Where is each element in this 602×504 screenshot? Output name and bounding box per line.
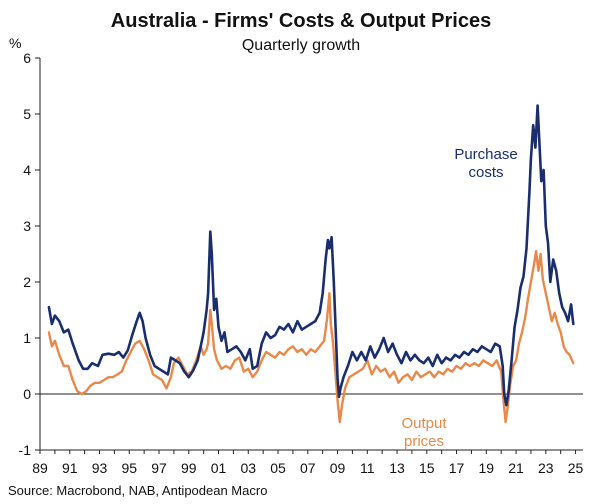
y-tick-label: 6 [23,50,31,66]
x-tick-label: 15 [419,460,435,476]
output-prices-line [47,250,575,424]
chart-subtitle: Quarterly growth [242,37,360,54]
x-tick-label: 23 [538,460,554,476]
x-tick-label: 01 [211,460,227,476]
x-tick-label: 25 [568,460,584,476]
y-tick-label: 4 [23,162,31,178]
x-tick-label: 93 [92,460,108,476]
y-tick-label: 2 [23,274,31,290]
series-lines [47,104,575,424]
x-tick-label: 21 [508,460,524,476]
x-tick-label: 91 [62,460,78,476]
purchase-costs-annotation: Purchase [454,146,517,163]
x-tick-label: 13 [389,460,405,476]
y-tick-label: 5 [23,106,31,122]
x-tick-label: 09 [330,460,346,476]
y-tick-label: 3 [23,218,31,234]
chart-title: Australia - Firms' Costs & Output Prices [111,10,491,32]
x-tick-label: 11 [360,460,375,476]
x-tick-label: 17 [449,460,465,476]
output-prices-annotation: prices [404,433,444,450]
x-tick-label: 99 [181,460,197,476]
y-axis: -1 0 1 2 3 4 5 6 [19,50,41,458]
x-tick-label: 07 [300,460,316,476]
x-tick-label: 05 [270,460,286,476]
purchase-costs-line [47,104,575,407]
x-tick-label: 97 [151,460,167,476]
x-tick-label: 19 [479,460,495,476]
y-axis-unit-label: % [9,35,21,51]
source-note: Source: Macrobond, NAB, Antipodean Macro [8,483,267,498]
y-tick-label: 1 [23,330,31,346]
purchase-costs-annotation: costs [468,164,503,181]
x-tick-label: 03 [240,460,256,476]
output-prices-annotation: Output [401,415,447,432]
x-axis: 89 91 93 95 97 99 01 03 05 07 09 11 13 15 17 19 21 23 25 [32,393,584,476]
x-tick-label: 89 [32,460,48,476]
x-tick-label: 95 [121,460,137,476]
y-tick-label: 0 [23,386,31,402]
y-tick-label: -1 [19,442,32,458]
